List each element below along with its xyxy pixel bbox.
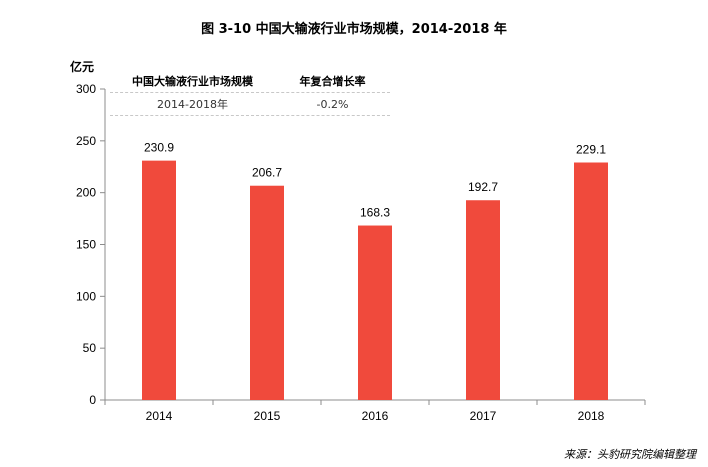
y-tick-label: 0 bbox=[89, 393, 96, 407]
data-label-2015: 206.7 bbox=[252, 166, 282, 180]
data-label-2017: 192.7 bbox=[468, 180, 498, 194]
y-tick-label: 250 bbox=[76, 134, 96, 148]
cagr-table-row: 2014-2018年 -0.2% bbox=[110, 93, 390, 116]
x-tick-label-2014: 2014 bbox=[146, 409, 173, 423]
y-tick-label: 50 bbox=[83, 341, 97, 355]
cagr-period: 2014-2018年 bbox=[157, 98, 228, 111]
bar-2017 bbox=[466, 200, 500, 400]
y-tick-label: 300 bbox=[76, 82, 96, 96]
chart-title: 图 3-10 中国大输液行业市场规模，2014-2018 年 bbox=[201, 22, 507, 37]
cagr-header-growth-rate: 年复合增长率 bbox=[299, 75, 366, 88]
bar-2014 bbox=[142, 160, 176, 400]
x-tick-label-2015: 2015 bbox=[254, 409, 281, 423]
cagr-table-header-row: 中国大输液行业市场规模 年复合增长率 bbox=[110, 70, 390, 93]
y-tick-label: 100 bbox=[76, 289, 96, 303]
y-axis-unit-label: 亿元 bbox=[70, 60, 95, 74]
data-label-2018: 229.1 bbox=[576, 142, 606, 156]
cagr-value: -0.2% bbox=[316, 97, 349, 111]
bar-2016 bbox=[358, 225, 392, 400]
y-tick-label: 200 bbox=[76, 186, 96, 200]
source-note: 来源：头豹研究院编辑整理 bbox=[564, 448, 696, 461]
bar-2015 bbox=[250, 185, 284, 400]
cagr-header-market-size: 中国大输液行业市场规模 bbox=[132, 75, 253, 88]
data-label-2014: 230.9 bbox=[144, 141, 174, 155]
data-label-2016: 168.3 bbox=[360, 206, 390, 220]
cagr-table: 中国大输液行业市场规模 年复合增长率 2014-2018年 -0.2% bbox=[110, 70, 390, 116]
x-tick-label-2017: 2017 bbox=[470, 409, 497, 423]
x-tick-label-2016: 2016 bbox=[362, 409, 389, 423]
y-tick-label: 150 bbox=[76, 238, 96, 252]
bar-2018 bbox=[574, 162, 608, 400]
x-tick-label-2018: 2018 bbox=[578, 409, 605, 423]
